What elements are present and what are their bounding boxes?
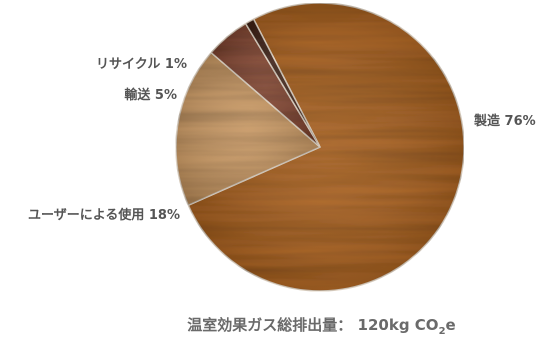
footer-unit-suffix: e xyxy=(445,316,456,334)
pie-slice-2 xyxy=(175,51,322,207)
pie-slice-label: 輸送 5% xyxy=(124,87,177,103)
pie-slice-shading xyxy=(175,52,320,206)
pie-slice-4 xyxy=(244,18,321,148)
chart-footer-total: 温室効果ガス総排出量： 120kg CO2e xyxy=(0,314,543,337)
footer-unit-prefix: CO xyxy=(414,316,439,334)
pie-slice-label: 製造 76% xyxy=(473,113,536,129)
pie-slice-1 xyxy=(187,2,465,292)
footer-value-number: 120kg xyxy=(357,316,410,334)
footer-label-text: 温室効果ガス総排出量 xyxy=(187,316,338,334)
pie-slice-shading xyxy=(245,19,320,147)
pie-slice-shading xyxy=(188,3,464,292)
pie-slice-label: ユーザーによる使用 18% xyxy=(28,207,180,223)
footer-separator: ： xyxy=(337,316,353,334)
pie-slice-shading xyxy=(211,23,320,147)
pie-slice-label: リサイクル 1% xyxy=(96,57,187,72)
footer-unit-subscript: 2 xyxy=(438,326,446,337)
